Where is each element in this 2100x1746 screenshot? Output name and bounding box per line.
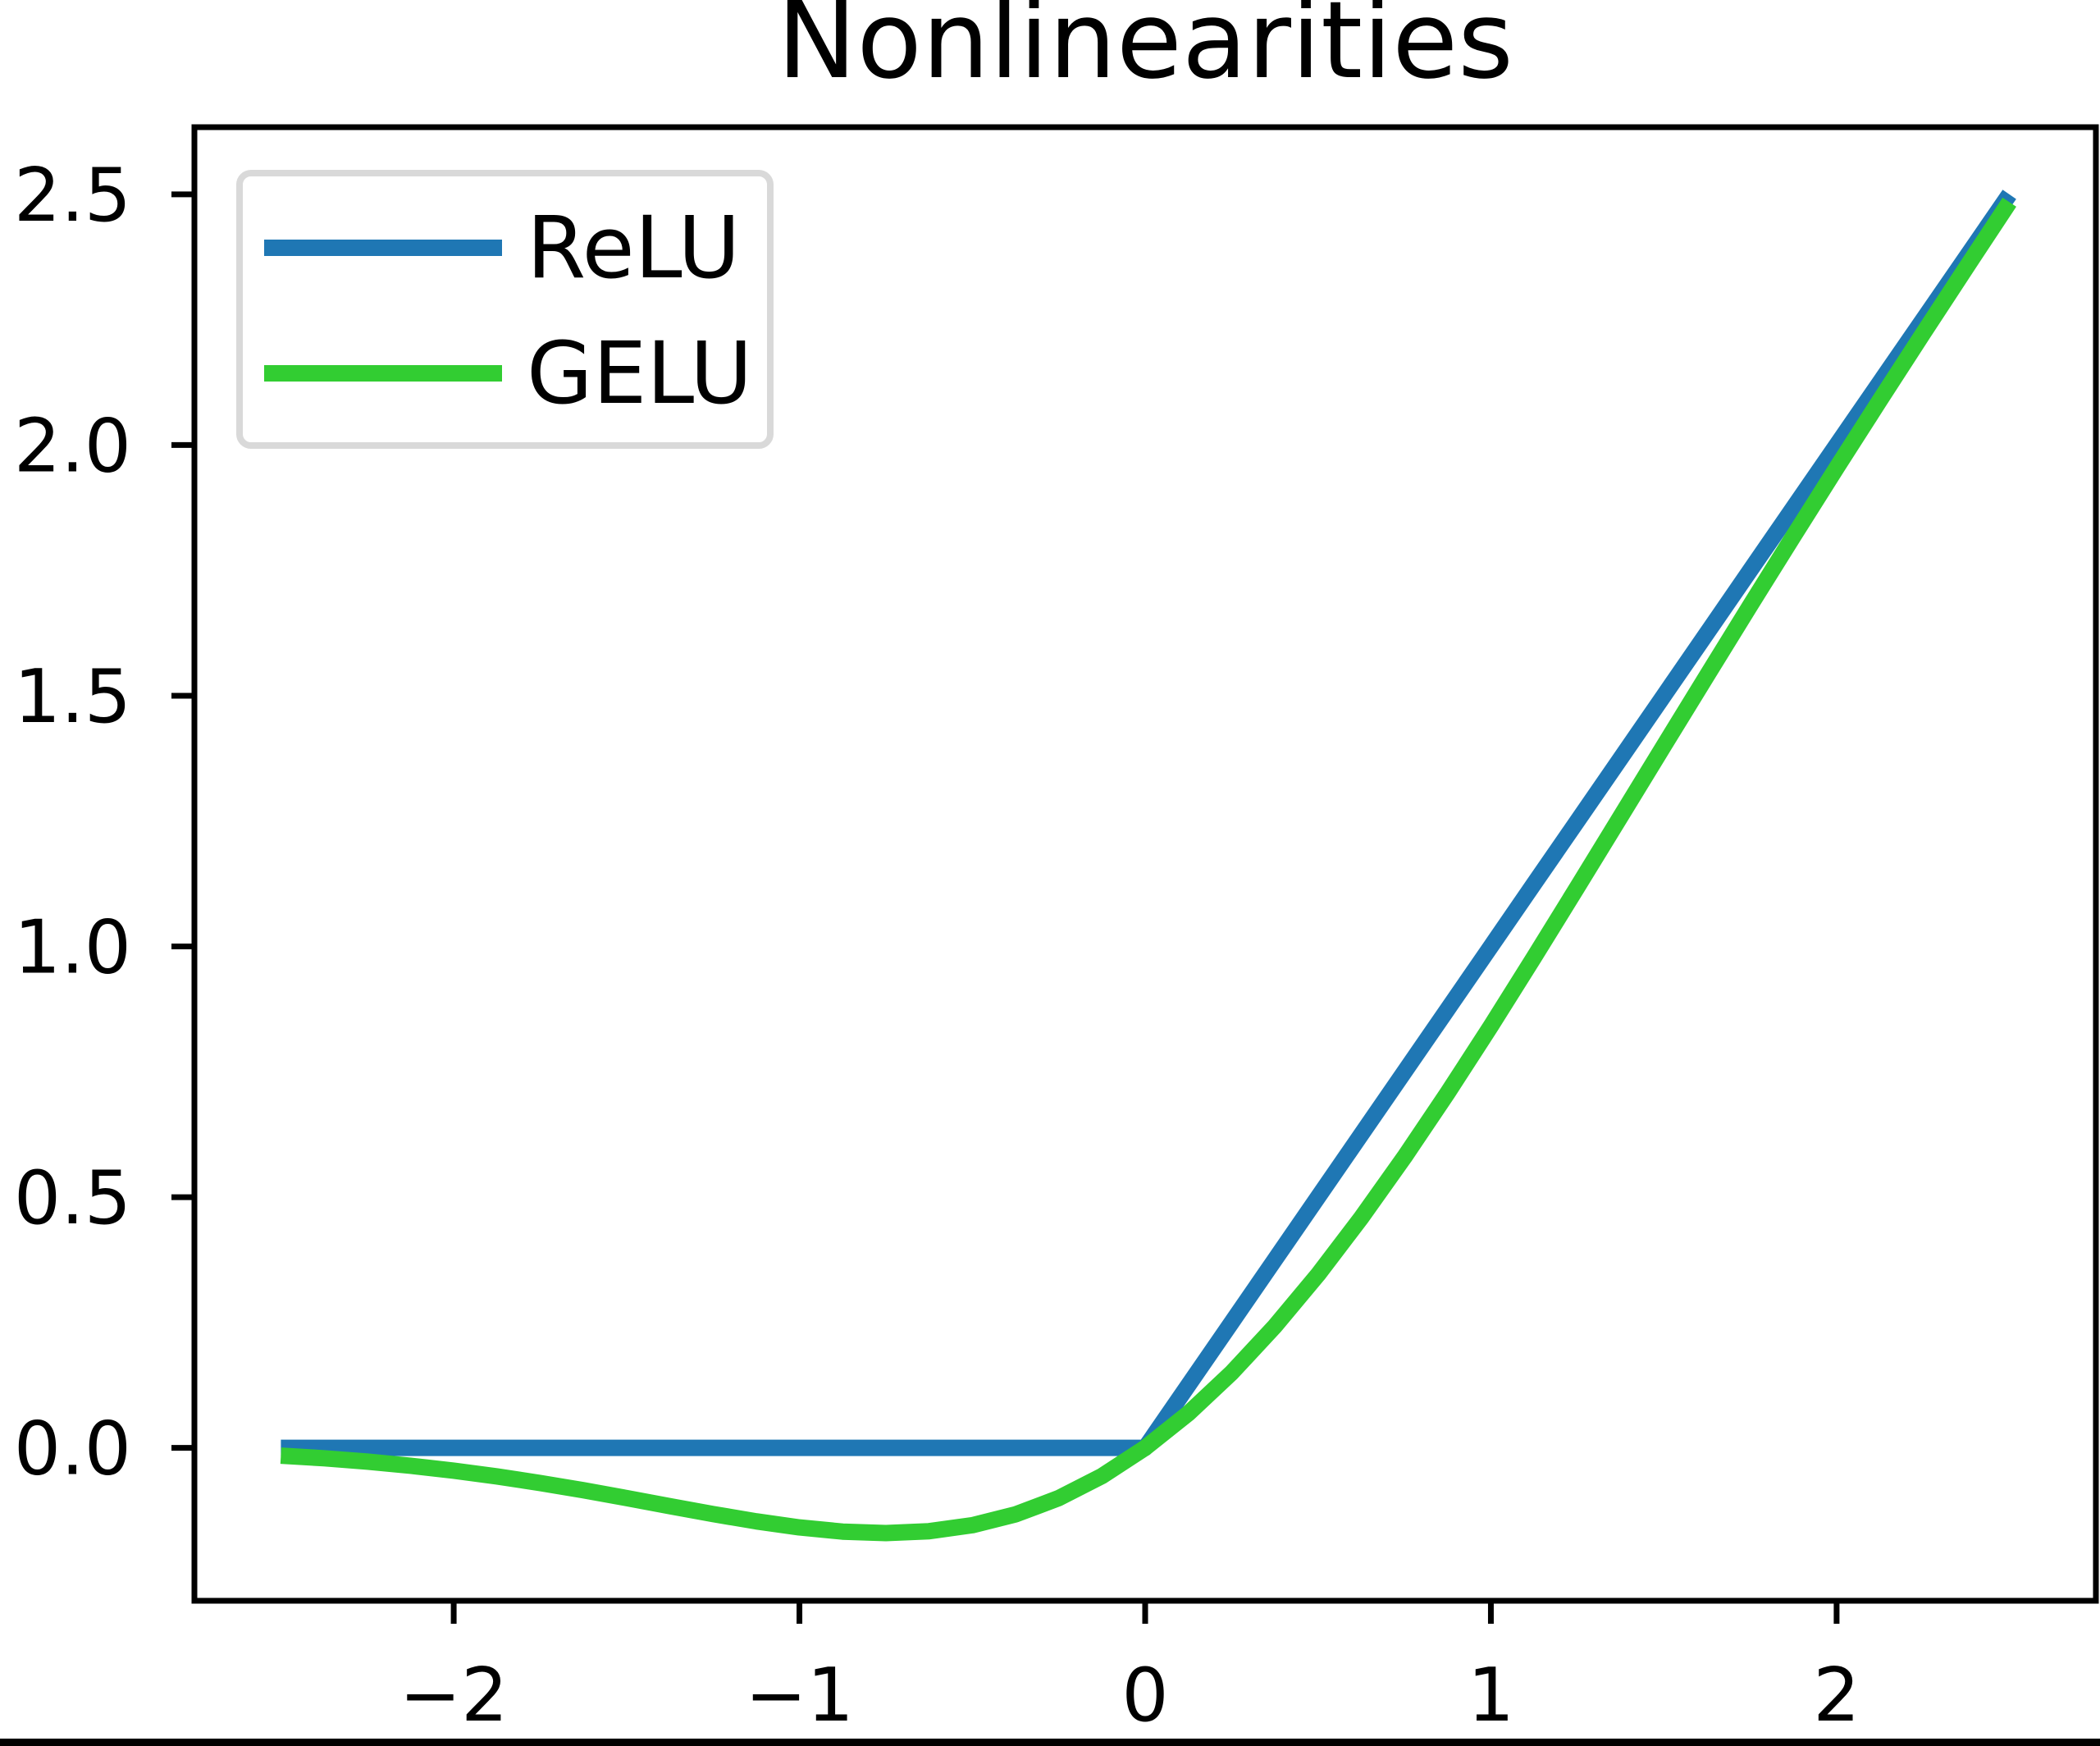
y-tick-label: 1.5: [14, 654, 131, 740]
gelu-line-swatch: [264, 364, 502, 382]
x-tick-label: 0: [1121, 1652, 1168, 1739]
legend: ReLU GELU: [236, 170, 774, 449]
y-tick-label: 2.5: [14, 153, 131, 239]
relu-line-swatch: [264, 239, 502, 256]
curves: [280, 190, 2016, 1542]
x-axis-ticks: −2 −1 0 1 2: [399, 1601, 1860, 1739]
y-tick-label: 0.0: [14, 1406, 131, 1492]
x-tick-label: −2: [399, 1652, 509, 1739]
bottom-border-bar: [0, 1739, 2100, 1746]
y-axis-ticks: 0.0 0.5 1.0 1.5 2.0 2.5: [14, 153, 194, 1492]
y-tick-label: 1.0: [14, 905, 131, 991]
y-tick-label: 2.0: [14, 403, 131, 489]
y-tick-label: 0.5: [14, 1155, 131, 1241]
legend-label-relu: ReLU: [527, 197, 741, 298]
x-tick-label: −1: [745, 1652, 854, 1739]
chart-title: Nonlinearities: [777, 0, 1513, 103]
x-tick-label: 1: [1468, 1652, 1514, 1739]
legend-label-gelu: GELU: [527, 322, 753, 423]
x-tick-label: 2: [1813, 1652, 1860, 1739]
gelu-curve: [280, 197, 2016, 1542]
legend-item-relu: ReLU: [243, 185, 767, 310]
legend-item-gelu: GELU: [243, 310, 767, 436]
